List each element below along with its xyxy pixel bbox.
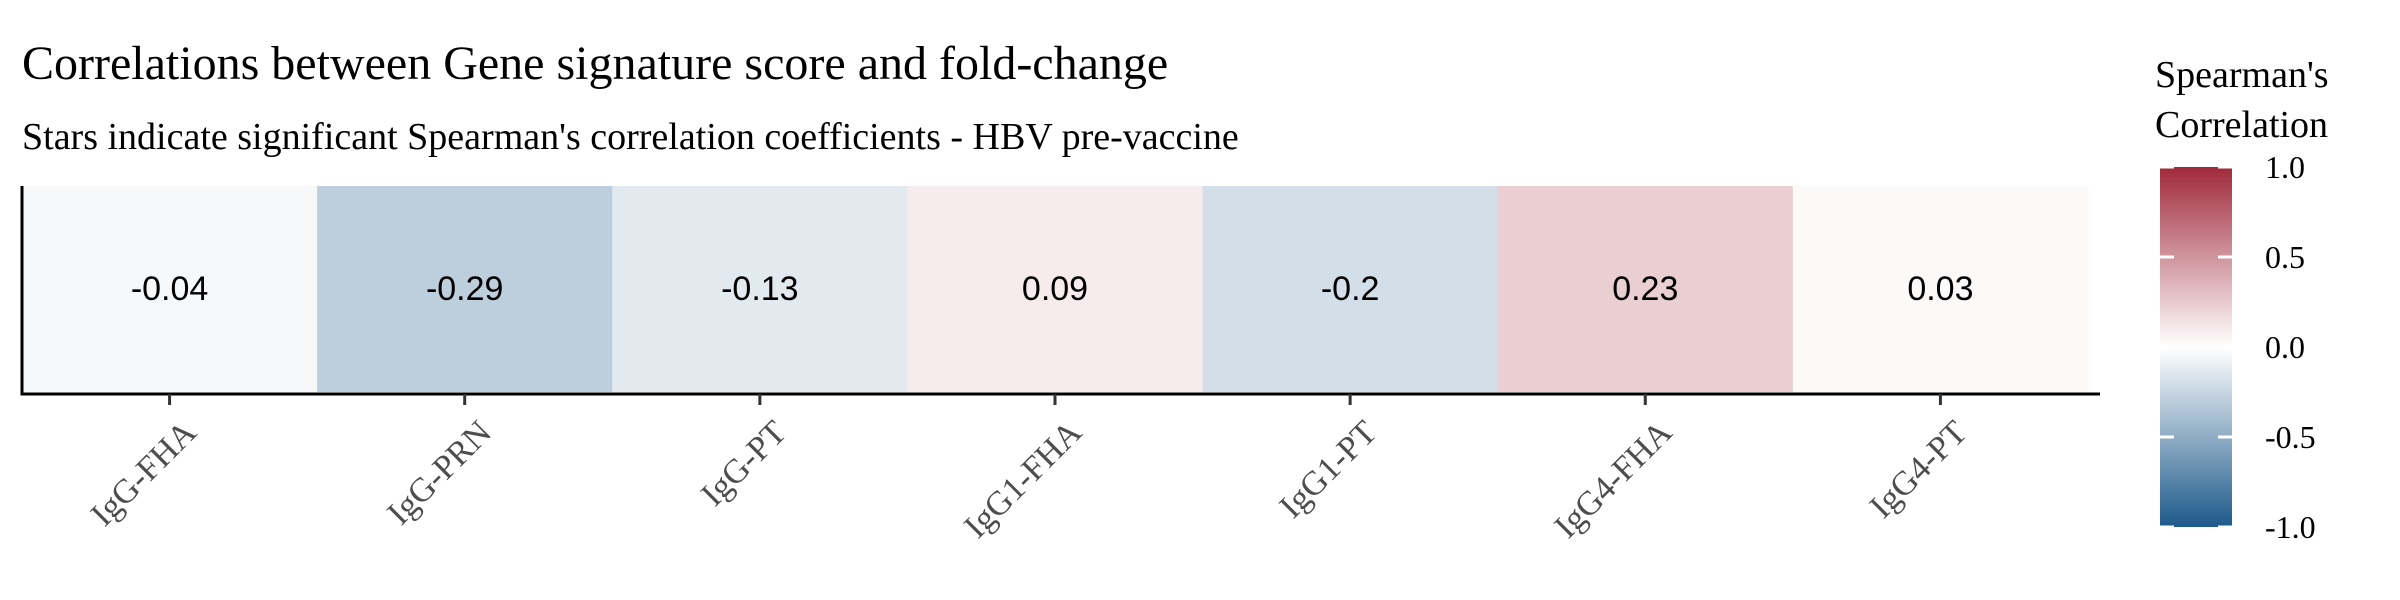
legend-ticks: 1.0 0.5 0.0 -0.5 -1.0 [2160, 149, 2316, 545]
data-label-igg1-pt: -0.2 [1321, 270, 1380, 308]
legend-tick-label-0: 1.0 [2265, 149, 2305, 185]
x-tick-label-igg1-pt: IgG1-PT [1273, 414, 1385, 526]
data-label-igg1-fha: 0.09 [1022, 270, 1088, 308]
x-tick-label-igg-prn: IgG-PRN [380, 414, 498, 532]
data-label-igg4-pt: 0.03 [1907, 270, 1973, 308]
legend-tick-label-3: -0.5 [2265, 419, 2316, 455]
legend-tick-label-2: 0.0 [2265, 329, 2305, 365]
x-tick-label-igg-fha: IgG-FHA [84, 414, 204, 534]
legend-tick-label-4: -1.0 [2265, 509, 2316, 545]
x-tick-label-igg4-fha: IgG4-FHA [1548, 414, 1680, 546]
heatmap-cell-igg-fha [22, 186, 318, 392]
heatmap-cell-igg-prn [317, 186, 613, 392]
heatmap-cell-igg4-pt [1792, 186, 2089, 392]
data-label-igg-prn: -0.29 [426, 270, 504, 308]
axes [20, 186, 2100, 396]
heatmap-cell-igg1-pt [1202, 186, 1499, 392]
data-label-igg4-fha: 0.23 [1612, 270, 1678, 308]
chart-subtitle: Stars indicate significant Spearman's co… [22, 116, 1239, 158]
x-axis-ticks: IgG-FHA IgG-PRN IgG-PT IgG1-FHA IgG1-PT IgG4-… [84, 394, 1975, 546]
x-tick-label-igg-pt: IgG-PT [694, 414, 794, 514]
heatmap-cell-igg4-fha [1497, 186, 1794, 392]
heatmap-cell-igg-pt [612, 186, 908, 392]
legend-title-line-2: Correlation [2155, 104, 2329, 146]
data-label-igg-fha: -0.04 [131, 270, 209, 308]
heatmap-cell-igg1-fha [907, 186, 1204, 392]
legend-title: Spearman's Correlation [2155, 50, 2329, 150]
legend-title-line-1: Spearman's [2155, 54, 2329, 96]
data-label-igg-pt: -0.13 [721, 270, 799, 308]
chart-title: Correlations between Gene signature scor… [22, 37, 1169, 90]
heatmap-cells: -0.04 -0.29 -0.13 0.09 -0.2 0.23 0.03 [22, 186, 2089, 392]
x-tick-label-igg1-fha: IgG1-FHA [957, 414, 1089, 546]
legend-tick-label-1: 0.5 [2265, 239, 2305, 275]
x-tick-label-igg4-pt: IgG4-PT [1863, 414, 1975, 526]
